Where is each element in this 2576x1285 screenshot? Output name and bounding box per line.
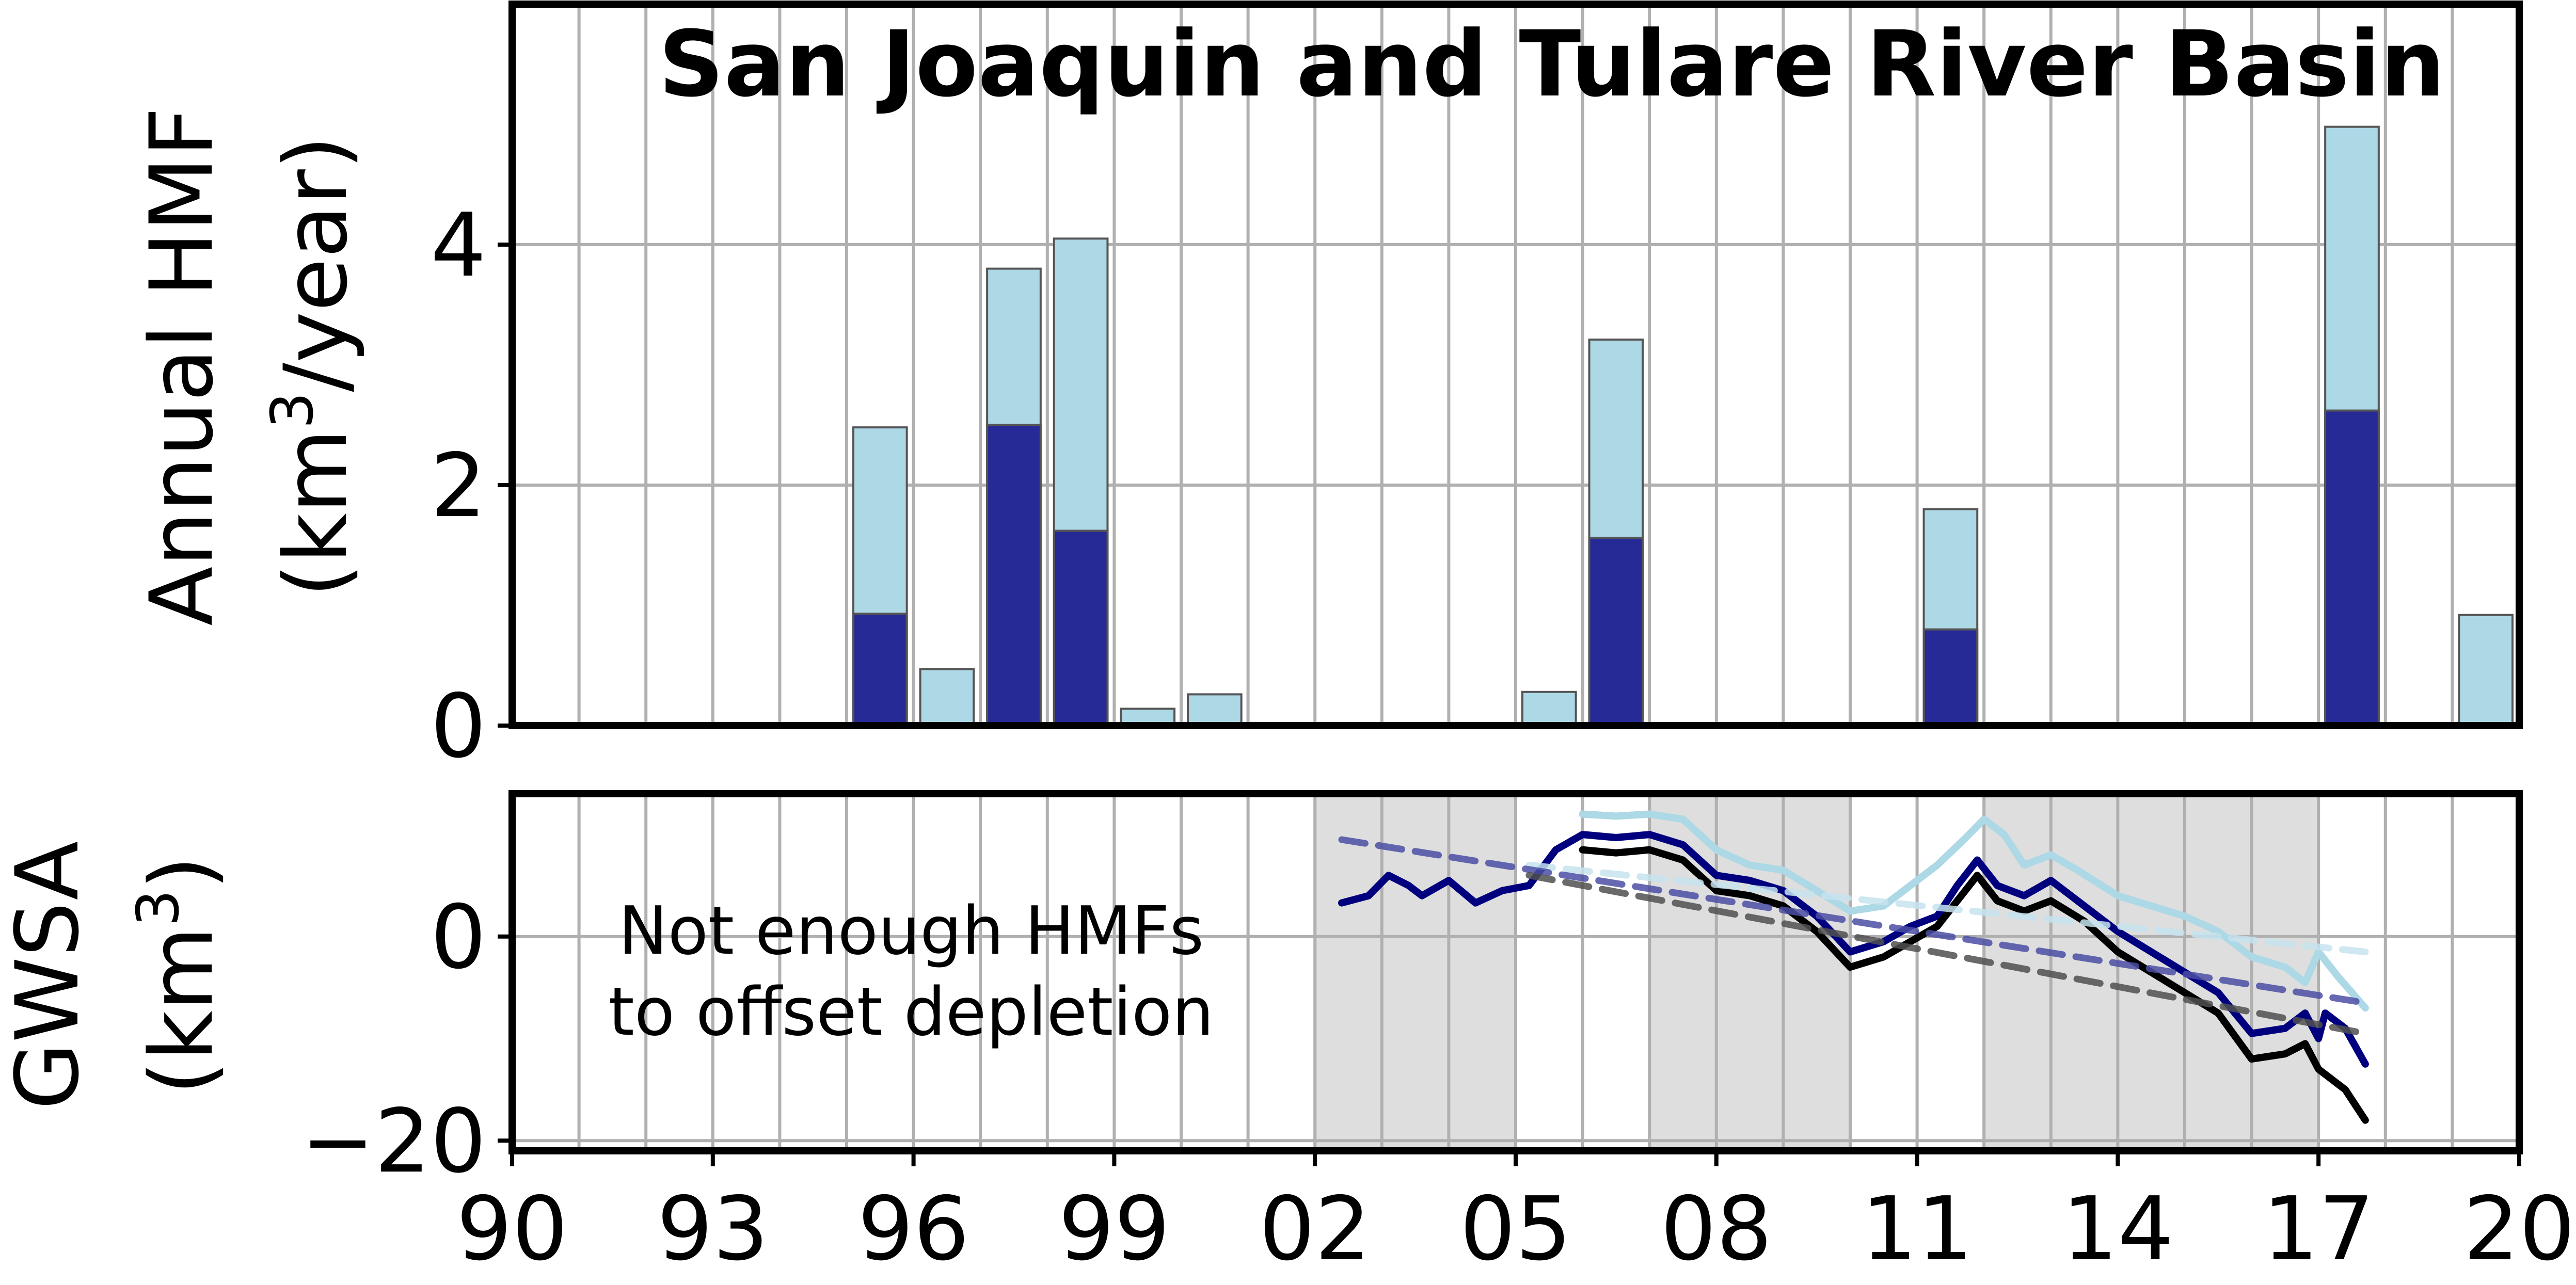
hmf-bar-series-2 — [1053, 529, 1109, 727]
gwsa-x-tick-label: 02 — [1259, 1178, 1371, 1280]
gwsa-y-axis-unit-prefix: (km — [131, 926, 232, 1095]
hmf-bars — [852, 125, 2514, 727]
gwsa-y-axis-unit-sup: 3 — [125, 890, 192, 926]
hmf-bar-series-2 — [1922, 628, 1979, 727]
hmf-axes-frame — [508, 1, 2523, 729]
gwsa-x-tick-label: 99 — [1058, 1178, 1170, 1280]
hmf-y-axis-unit-sup: 3 — [259, 392, 326, 429]
hmf-bar-series-1 — [2458, 614, 2514, 727]
gwsa-line-series-5 — [1338, 836, 2369, 1006]
gwsa-shaded-period — [1649, 794, 1850, 1151]
gwsa-x-tick-label: 93 — [657, 1178, 769, 1280]
gwsa-annotation-line-1: Not enough HMFs — [618, 893, 1204, 970]
gwsa-grid — [512, 794, 2519, 1151]
gwsa-x-tick-label: 08 — [1661, 1178, 1772, 1280]
gwsa-y-axis-title: GWSA — [0, 841, 98, 1110]
gwsa-line-series-4 — [1525, 861, 2369, 955]
gwsa-x-tick-label: 96 — [857, 1178, 969, 1280]
chart-title: San Joaquin and Tulare River Basin — [659, 11, 2445, 117]
hmf-y-tick-label: 0 — [431, 676, 486, 778]
hmf-grid — [512, 4, 2519, 726]
gwsa-x-tick-label: 90 — [456, 1178, 568, 1280]
gwsa-y-tick-label: 0 — [431, 887, 486, 989]
gwsa-x-tick-label: 17 — [2263, 1178, 2374, 1280]
gwsa-x-ticks: 90 93 96 99 02 05 08 11 14 17 20 — [456, 1151, 2575, 1280]
gwsa-annotation-line-2: to offset depletion — [609, 974, 1214, 1051]
hmf-y-axis-unit: (km3/year) — [259, 136, 367, 598]
hmf-bar-series-2 — [1588, 537, 1644, 727]
gwsa-x-tick-label: 20 — [2463, 1178, 2575, 1280]
hmf-y-axis-unit-prefix: (km — [265, 429, 367, 597]
hmf-bar-series-1 — [1521, 690, 1577, 727]
hmf-bar-series-2 — [852, 613, 908, 727]
gwsa-x-tick-label: 11 — [1861, 1178, 1973, 1280]
gwsa-lines — [1338, 810, 2369, 1124]
gwsa-line-series-3 — [1579, 846, 2369, 1124]
gwsa-y-tick-label: −20 — [301, 1090, 486, 1193]
hmf-y-tick-label: 4 — [431, 195, 486, 297]
hmf-bar-series-1 — [919, 668, 975, 727]
gwsa-x-tick-label: 14 — [2062, 1178, 2173, 1280]
hmf-y-axis-unit-suffix: /year) — [265, 136, 367, 392]
hmf-bar-series-2 — [986, 424, 1042, 727]
gwsa-x-tick-label: 05 — [1460, 1178, 1571, 1280]
gwsa-line-series-1 — [1579, 810, 2369, 1012]
gwsa-y-axis-unit-suffix: ) — [131, 856, 232, 890]
hmf-bar-series-1 — [1186, 693, 1243, 727]
hmf-bar-series-2 — [2324, 409, 2380, 727]
hmf-y-axis-title: Annual HMF — [131, 107, 232, 625]
gwsa-y-axis-unit: (km3) — [125, 856, 232, 1095]
gwsa-line-series-6 — [1525, 872, 2369, 1037]
hmf-y-tick-label: 2 — [431, 435, 486, 537]
hmf-y-ticks: 0 2 4 — [431, 195, 512, 778]
gwsa-shaded-period — [1315, 794, 1516, 1151]
gwsa-y-ticks: 0 −20 — [301, 887, 512, 1193]
